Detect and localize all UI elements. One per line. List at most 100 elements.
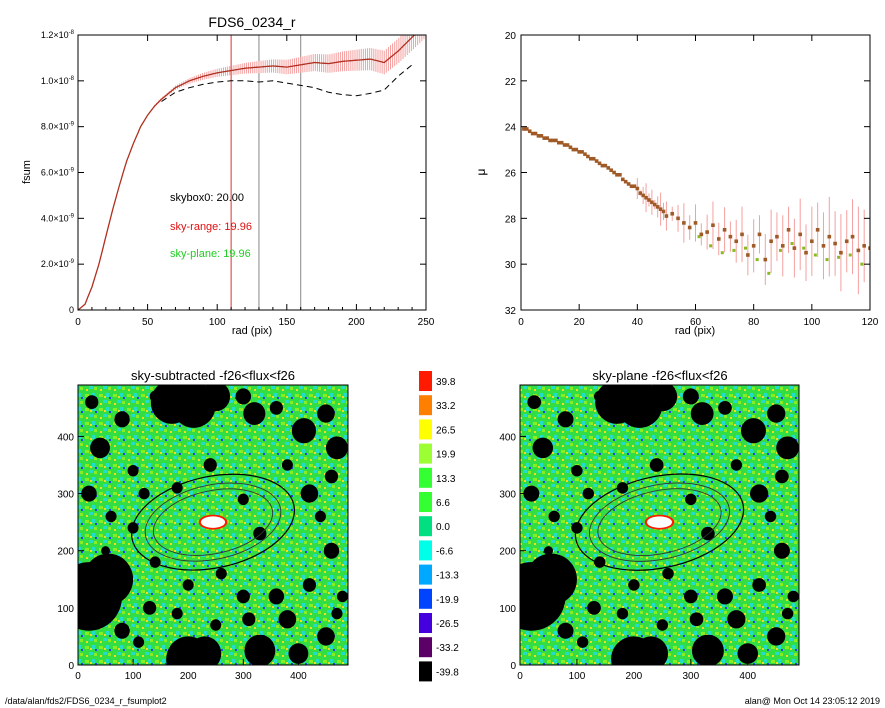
- sky-plane-map-masked-source: [691, 634, 724, 665]
- fsum-series-line: [78, 35, 416, 310]
- mu-ytick-label: 22: [505, 77, 517, 88]
- mu-sky-plane-point: [860, 262, 864, 266]
- mu-point: [586, 154, 590, 159]
- mu-point: [821, 244, 826, 248]
- sky-subtracted-map-masked-source: [331, 607, 343, 620]
- mu-ytick-label: 26: [505, 169, 517, 180]
- mu-point: [650, 200, 654, 205]
- mu-point: [850, 234, 855, 239]
- sky-plane-map-masked-source: [730, 459, 743, 471]
- mu-sky-plane-point: [837, 255, 841, 259]
- sky-plane-map-masked-source: [587, 601, 601, 615]
- sky-subtracted-map-xtick-label: 400: [290, 671, 307, 682]
- sky-plane-map-masked-source: [548, 510, 560, 523]
- mu-point: [623, 179, 628, 184]
- mu-point: [542, 136, 547, 140]
- colorbar-label: -39.8: [436, 667, 459, 678]
- sky-subtracted-map-ytick-label: 300: [57, 490, 74, 501]
- fsum-plot-frame: [77, 34, 427, 311]
- mu-point: [554, 138, 558, 143]
- mu-sky-plane-point: [802, 246, 806, 250]
- colorbar-label: -19.9: [436, 595, 459, 606]
- sky-subtracted-map-masked-source: [127, 465, 139, 477]
- sky-plane-map-masked-source: [656, 619, 669, 631]
- sky-plane-map-masked-source: [571, 522, 583, 534]
- mu-point: [527, 129, 532, 134]
- mu-sky-plane-point: [825, 258, 829, 262]
- sky-subtracted-map-masked-source: [300, 484, 319, 503]
- mu-point: [629, 184, 634, 189]
- sky-plane-map-aperture-ellipse: [574, 473, 745, 571]
- sky-subtracted-map-masked-source: [215, 567, 227, 580]
- mu-sky-plane-point: [848, 253, 852, 257]
- mu-point: [728, 234, 733, 239]
- mu-xtick-label: 80: [748, 317, 760, 328]
- colorbar-swatch: [419, 443, 432, 464]
- sky-plane-map-aperture-ellipse: [589, 482, 730, 562]
- mu-ytick-label: 32: [505, 306, 517, 317]
- sky-subtracted-map-xtick-label: 0: [75, 671, 81, 682]
- mu-sky-plane-point: [872, 260, 875, 263]
- sky-plane-map-galaxy-core: [646, 516, 673, 528]
- sky-plane-map-title: sky-plane -f26<flux<f26: [592, 368, 727, 383]
- mu-point: [580, 150, 584, 154]
- mu-point: [539, 134, 544, 138]
- mu-point: [618, 172, 622, 177]
- mu-point: [548, 138, 552, 143]
- sky-subtracted-map-masked-source: [243, 402, 266, 426]
- fsum-xtick-label: 250: [418, 317, 435, 328]
- mu-point: [734, 239, 739, 244]
- sky-subtracted-map-masked-source: [237, 493, 249, 505]
- mu-point: [693, 221, 698, 225]
- colorbar-label: -26.5: [436, 619, 459, 630]
- sky-subtracted-map-masked-source: [336, 590, 348, 603]
- sky-plane-map-masked-source: [717, 588, 733, 605]
- sky-subtracted-map-aperture-ellipse: [152, 488, 274, 556]
- mu-point: [522, 127, 526, 131]
- sky-plane-map-masked-source: [776, 436, 799, 460]
- mu-point: [559, 140, 564, 145]
- sky-subtracted-map-masked-source: [182, 579, 194, 591]
- sky-plane-map-xtick-label: 300: [682, 671, 699, 682]
- sky-plane-map-masked-source: [685, 493, 697, 505]
- mu-point: [655, 205, 660, 209]
- mu-point: [687, 225, 692, 230]
- footer-user-timestamp: alan@ Mon Oct 14 23:05:12 2019: [745, 696, 880, 706]
- mu-sky-plane-point: [813, 253, 817, 257]
- fsum-title: FDS6_0234_r: [208, 14, 296, 30]
- mu-point: [612, 170, 616, 175]
- fsum-xtick-label: 150: [278, 317, 295, 328]
- mu-point: [533, 131, 538, 136]
- mu-point: [740, 232, 744, 237]
- sky-subtracted-map-masked-source: [302, 578, 317, 592]
- sky-subtracted-map-masked-source: [314, 510, 326, 523]
- sky-plane-map-masked-source: [647, 385, 678, 412]
- sky-plane-map-masked-source: [750, 484, 769, 503]
- sky-subtracted-map-masked-source: [288, 643, 309, 664]
- mu-point: [562, 143, 567, 147]
- sky-plane-map-aperture-ellipse: [597, 488, 722, 556]
- mu-point: [757, 232, 762, 237]
- sky-subtracted-map-masked-source: [325, 436, 348, 460]
- sky-plane-map-panel: sky-plane -f26<flux<f26 0 100 200 300 400 0 10…: [499, 368, 800, 682]
- sky-subtracted-map-masked-source: [281, 459, 293, 471]
- colorbar-label: 26.5: [436, 425, 456, 436]
- mu-point: [676, 216, 680, 221]
- mu-point: [583, 152, 587, 156]
- sky-subtracted-map-masked-source: [236, 589, 250, 604]
- mu-point: [815, 227, 820, 232]
- mu-point: [751, 244, 756, 248]
- sky-plane-map-frame: [519, 384, 800, 666]
- mu-point: [769, 239, 773, 244]
- mu-point: [746, 253, 750, 257]
- mu-xtick-label: 120: [862, 317, 879, 328]
- colorbar-swatch: [419, 613, 432, 633]
- sky-subtracted-map-masked-source: [235, 388, 252, 405]
- colorbar-label: 33.2: [436, 401, 456, 412]
- mu-point: [594, 159, 599, 163]
- mu-point: [600, 163, 605, 168]
- mu-ylabel: μ: [474, 168, 488, 175]
- mu-point: [603, 163, 608, 168]
